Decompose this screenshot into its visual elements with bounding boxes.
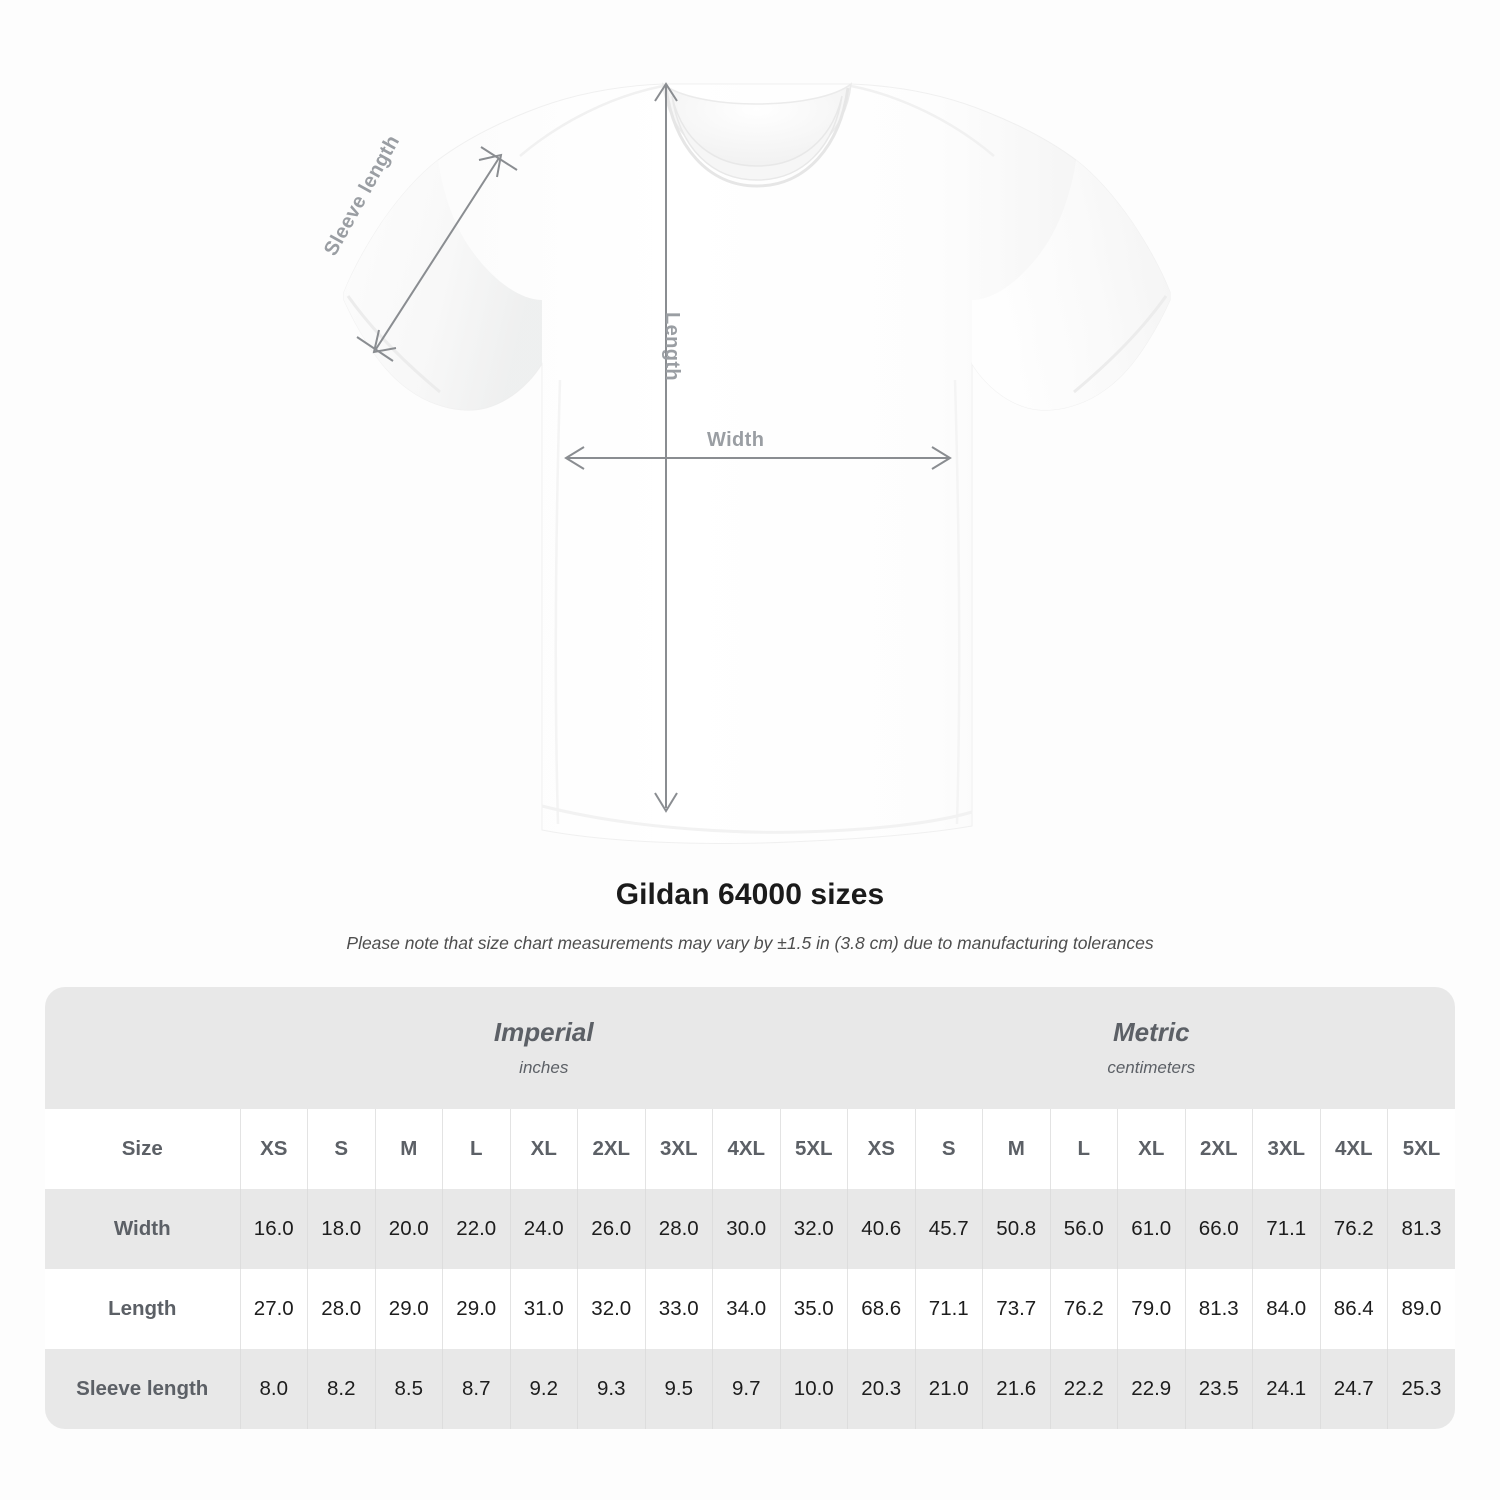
size-table: Imperial inches Metric centimeters Size … (45, 987, 1455, 1429)
length-cell-8: 35.0 (780, 1269, 848, 1349)
sleeve-cell-1: 8.2 (307, 1349, 376, 1429)
sleeve-cell-17: 25.3 (1401, 1377, 1442, 1400)
size-cell-5: 2XL (577, 1109, 646, 1189)
size-cell-2: M (375, 1109, 443, 1189)
width-cell-7: 30.0 (712, 1189, 781, 1269)
sleeve-cell-3: 8.7 (442, 1349, 511, 1429)
size-cell-9: XS (847, 1109, 916, 1189)
width-cell-6: 28.0 (645, 1189, 713, 1269)
width-cell-11: 50.8 (982, 1189, 1051, 1269)
length-cell-1: 28.0 (307, 1269, 376, 1349)
size-cell-10: S (915, 1109, 983, 1189)
length-cell-11: 73.7 (982, 1269, 1051, 1349)
width-cell-10: 45.7 (915, 1189, 983, 1269)
length-cell-16: 86.4 (1320, 1269, 1388, 1349)
width-cell-3: 22.0 (442, 1189, 511, 1269)
length-cell-0: 27.0 (240, 1269, 308, 1349)
sleeve-cell-15: 24.1 (1252, 1349, 1321, 1429)
length-cell-17: 89.0 (1401, 1297, 1442, 1320)
length-cell-5: 32.0 (577, 1269, 646, 1349)
width-cell-8: 32.0 (780, 1189, 848, 1269)
width-cell-14: 66.0 (1185, 1189, 1253, 1269)
sleeve-cell-10: 21.0 (915, 1349, 983, 1429)
sleeve-cell-16: 24.7 (1320, 1349, 1388, 1429)
size-cell-4: XL (510, 1109, 578, 1189)
length-cell-13: 79.0 (1117, 1269, 1186, 1349)
size-cell-6: 3XL (645, 1109, 713, 1189)
sleeve-cell-13: 22.9 (1117, 1349, 1186, 1429)
width-cell-15: 71.1 (1252, 1189, 1321, 1269)
width-cell-13: 61.0 (1117, 1189, 1186, 1269)
sleeve-cell-5: 9.3 (577, 1349, 646, 1429)
width-cell-9: 40.6 (847, 1189, 916, 1269)
sleeve-cell-2: 8.5 (375, 1349, 443, 1429)
size-cell-12: L (1050, 1109, 1118, 1189)
size-cell-13: XL (1117, 1109, 1186, 1189)
row-label-sleeve-length: Sleeve length (45, 1349, 241, 1429)
row-label-width: Width (45, 1189, 241, 1269)
tshirt-silhouette (343, 82, 1171, 844)
sleeve-cell-0: 8.0 (240, 1349, 308, 1429)
width-cell-12: 56.0 (1050, 1189, 1118, 1269)
table-row-sleeve-length: Sleeve length 8.0 8.2 8.5 8.7 9.2 9.3 9.… (45, 1349, 1455, 1429)
sleeve-cell-8: 10.0 (780, 1349, 848, 1429)
size-header-label: Size (45, 1109, 241, 1189)
length-cell-6: 33.0 (645, 1269, 713, 1349)
group-unit-imperial: inches (519, 1058, 569, 1078)
tshirt-diagram: Sleeve length Length Width (320, 82, 1171, 844)
page-title: Gildan 64000 sizes (615, 878, 885, 911)
row-label-length: Length (45, 1269, 241, 1349)
title-block: Gildan 64000 sizes Please note that size… (0, 878, 1500, 954)
sleeve-cell-11: 21.6 (982, 1349, 1051, 1429)
length-cell-12: 76.2 (1050, 1269, 1118, 1349)
size-cell-14: 2XL (1185, 1109, 1253, 1189)
group-header-metric: Metric centimeters (848, 987, 1456, 1109)
length-cell-9: 68.6 (847, 1269, 916, 1349)
sleeve-cell-6: 9.5 (645, 1349, 713, 1429)
length-cell-4: 31.0 (510, 1269, 578, 1349)
length-cell-3: 29.0 (442, 1269, 511, 1349)
sleeve-cell-14: 23.5 (1185, 1349, 1253, 1429)
sleeve-cell-4: 9.2 (510, 1349, 578, 1429)
length-cell-14: 81.3 (1185, 1269, 1253, 1349)
group-unit-metric: centimeters (1107, 1058, 1196, 1078)
width-cell-17: 81.3 (1401, 1217, 1442, 1240)
width-cell-0: 16.0 (240, 1189, 308, 1269)
sleeve-cell-7: 9.7 (712, 1349, 781, 1429)
table-row-width: Width 16.0 18.0 20.0 22.0 24.0 26.0 28.0… (45, 1189, 1455, 1269)
width-cell-4: 24.0 (510, 1189, 578, 1269)
size-cell-16: 4XL (1320, 1109, 1388, 1189)
measurement-lines (356, 82, 952, 813)
width-cell-5: 26.0 (577, 1189, 646, 1269)
sleeve-cell-12: 22.2 (1050, 1349, 1118, 1429)
group-name-metric: Metric (1112, 1016, 1190, 1047)
size-cell-8: 5XL (780, 1109, 848, 1189)
tolerance-note: Please note that size chart measurements… (346, 933, 1154, 953)
size-cell-15: 3XL (1252, 1109, 1321, 1189)
length-cell-2: 29.0 (375, 1269, 443, 1349)
width-cell-16: 76.2 (1320, 1189, 1388, 1269)
size-cell-1: S (307, 1109, 376, 1189)
group-header-spacer (45, 987, 240, 1109)
size-cell-3: L (442, 1109, 511, 1189)
size-cell-7: 4XL (712, 1109, 781, 1189)
length-cell-10: 71.1 (915, 1269, 983, 1349)
length-cell-15: 84.0 (1252, 1269, 1321, 1349)
group-name-imperial: Imperial (493, 1016, 594, 1047)
sleeve-cell-9: 20.3 (847, 1349, 916, 1429)
size-table-wrapper: Imperial inches Metric centimeters Size … (45, 987, 1455, 1429)
size-cell-11: M (982, 1109, 1051, 1189)
width-cell-2: 20.0 (375, 1189, 443, 1269)
group-header-imperial: Imperial inches (240, 987, 848, 1109)
table-row-length: Length 27.0 28.0 29.0 29.0 31.0 32.0 33.… (45, 1269, 1455, 1349)
length-cell-7: 34.0 (712, 1269, 781, 1349)
unit-group-header-row: Imperial inches Metric centimeters (45, 987, 1455, 1109)
size-cell-0: XS (240, 1109, 308, 1189)
size-header-row: Size XS S M L XL 2XL 3XL 4XL 5XL XS S M … (45, 1109, 1455, 1189)
width-cell-1: 18.0 (307, 1189, 376, 1269)
sleeve-line (375, 157, 500, 350)
size-cell-17: 5XL (1402, 1137, 1441, 1160)
